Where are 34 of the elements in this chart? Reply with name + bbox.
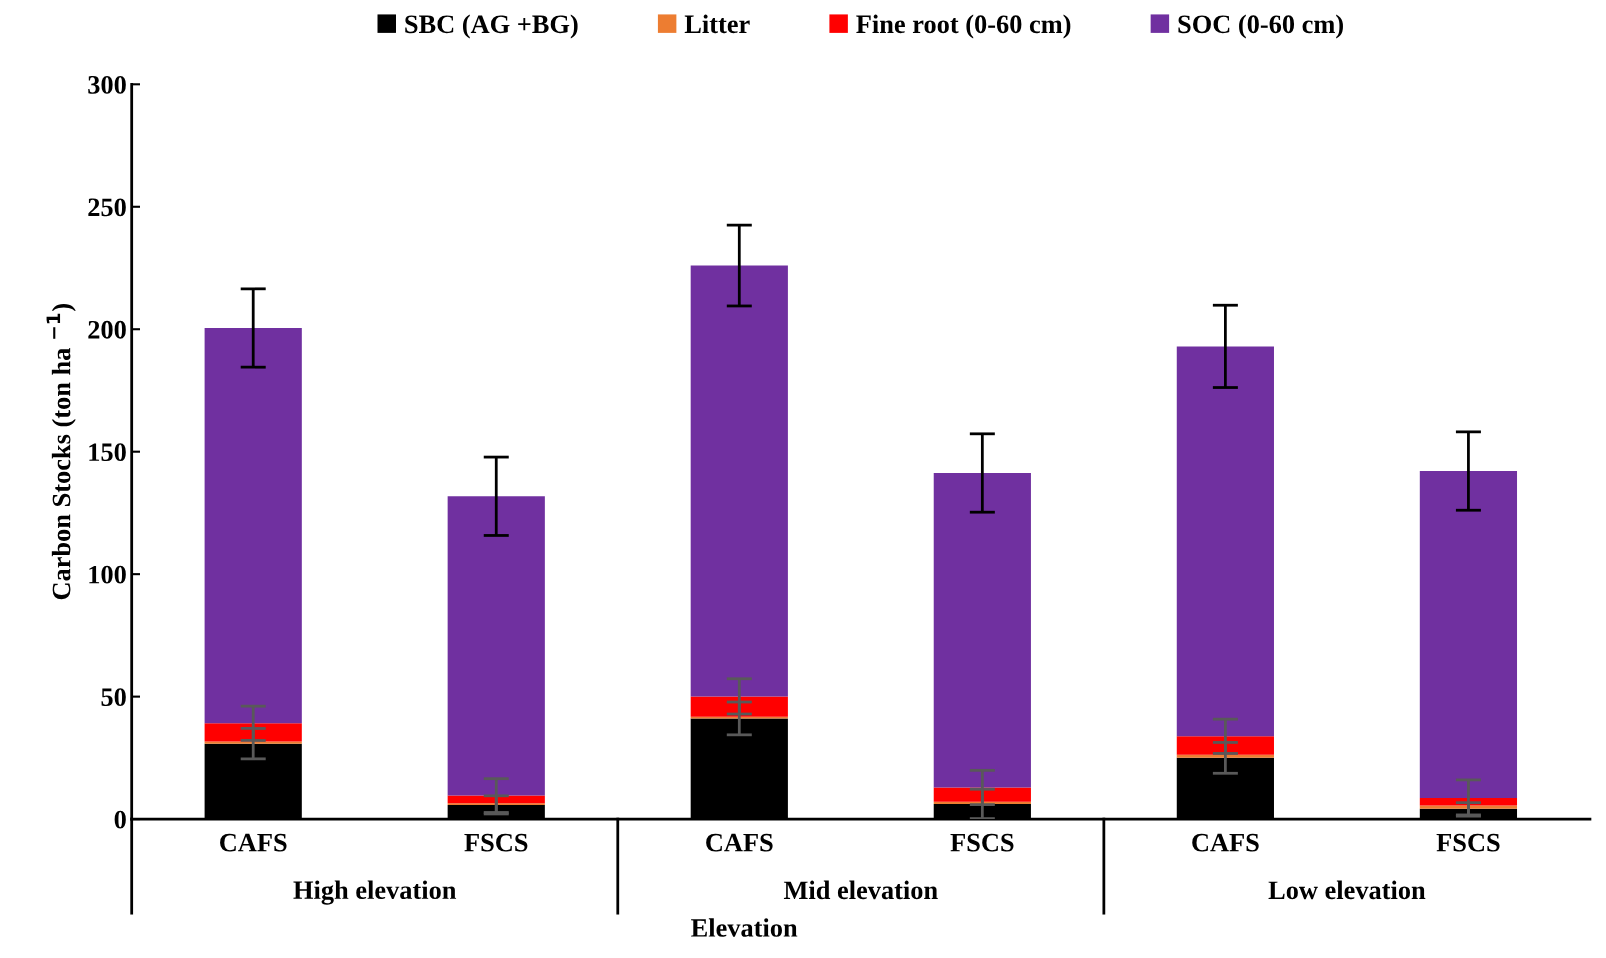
bar	[1419, 471, 1518, 799]
legend-label: Fine root (0-60 cm)	[856, 14, 1071, 39]
bar	[1419, 805, 1518, 809]
text: High elevation	[293, 880, 457, 905]
x-tick-label: FSCS	[950, 833, 1014, 852]
y-tick-label: 50	[101, 688, 126, 707]
y-axis-title: Carbon Stocks (ton ha $^{−1}$)	[46, 304, 76, 600]
x-tick-label: FSCS	[464, 833, 528, 852]
legend-label: SBC (AG +BG)	[405, 14, 578, 39]
x-axis-title: Elevation	[691, 918, 798, 937]
x-tick-label: CAFS	[706, 833, 773, 852]
y-tick-label: 300	[88, 75, 126, 94]
x-tick-label: CAFS	[220, 833, 287, 852]
bar	[1176, 346, 1274, 737]
legend-label: Litter	[684, 14, 750, 34]
y-tick-label: 200	[88, 320, 126, 339]
legend-label: SOC (0-60 cm)	[1178, 14, 1343, 39]
y-tick-label: 150	[89, 443, 126, 462]
bar	[204, 328, 302, 724]
text: Low elevation	[1268, 880, 1426, 900]
y-tick-label: 0	[114, 810, 126, 829]
bar	[204, 723, 302, 742]
bar	[204, 741, 302, 744]
bar	[933, 473, 1031, 788]
bar	[690, 265, 788, 697]
y-tick-label: 100	[89, 565, 126, 584]
bar	[690, 696, 788, 717]
text: Mid elevation	[783, 880, 938, 900]
y-tick-label: 250	[88, 198, 126, 217]
x-tick-label: FSCS	[1436, 833, 1500, 852]
bar	[1176, 754, 1274, 758]
x-tick-label: CAFS	[1192, 833, 1259, 852]
bar	[933, 787, 1031, 802]
bar	[447, 496, 545, 796]
